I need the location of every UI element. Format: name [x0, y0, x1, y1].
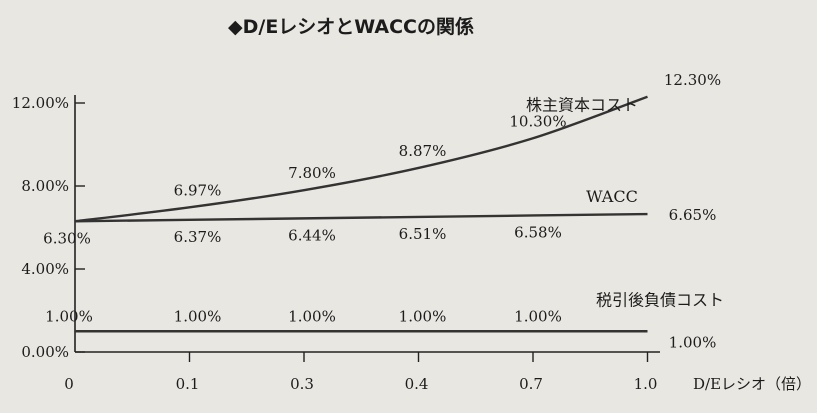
chart-title: ◆D/EレシオとWACCの関係	[228, 15, 474, 38]
data-label: 1.00%	[288, 307, 336, 325]
series-lines	[74, 95, 648, 333]
data-label: 6.37%	[174, 228, 222, 246]
x-axis-label: D/Eレシオ（倍）	[693, 375, 811, 393]
data-label: 1.00%	[174, 307, 222, 325]
data-label: 7.80%	[288, 164, 336, 182]
y-tick-label: 8.00%	[21, 177, 69, 195]
series-line-1	[74, 212, 648, 223]
data-label: 6.30%	[43, 229, 91, 247]
series-name-label: 株主資本コスト	[526, 95, 638, 114]
data-label: 1.00%	[399, 307, 447, 325]
data-label: 8.87%	[399, 142, 447, 160]
data-label: 1.00%	[669, 333, 717, 351]
x-tick-label: 0.1	[176, 375, 200, 393]
labels: 6.97% 7.80% 8.87% 10.30% 12.30% 6.30% 6.37% 6.4…	[43, 71, 724, 351]
data-label: 10.30%	[509, 112, 566, 130]
series-name-label: WACC	[586, 187, 638, 206]
data-label: 6.51%	[399, 225, 447, 243]
data-label: 1.00%	[514, 307, 562, 325]
y-tick-label: 12.00%	[12, 94, 69, 112]
x-tick-label: 1.0	[634, 375, 658, 393]
x-tick-label: 0.3	[290, 375, 314, 393]
data-label: 6.58%	[514, 223, 562, 241]
data-label: 6.97%	[174, 181, 222, 199]
data-label: 1.00%	[45, 307, 93, 325]
y-tick-label: 0.00%	[21, 343, 69, 361]
data-label: 12.30%	[664, 71, 721, 89]
axes: 0.00% 4.00% 8.00% 12.00% 0 0.1 0.3 0.4 0.7 1.0	[12, 94, 660, 393]
x-tick-label: 0.4	[405, 375, 429, 393]
x-tick-label: 0.7	[519, 375, 543, 393]
x-tick-label: 0	[64, 375, 74, 393]
data-label: 6.65%	[669, 206, 717, 224]
data-label: 6.44%	[288, 226, 336, 244]
y-tick-label: 4.00%	[21, 260, 69, 278]
series-name-label: 税引後負債コスト	[596, 290, 724, 309]
series-line-0	[74, 95, 648, 223]
